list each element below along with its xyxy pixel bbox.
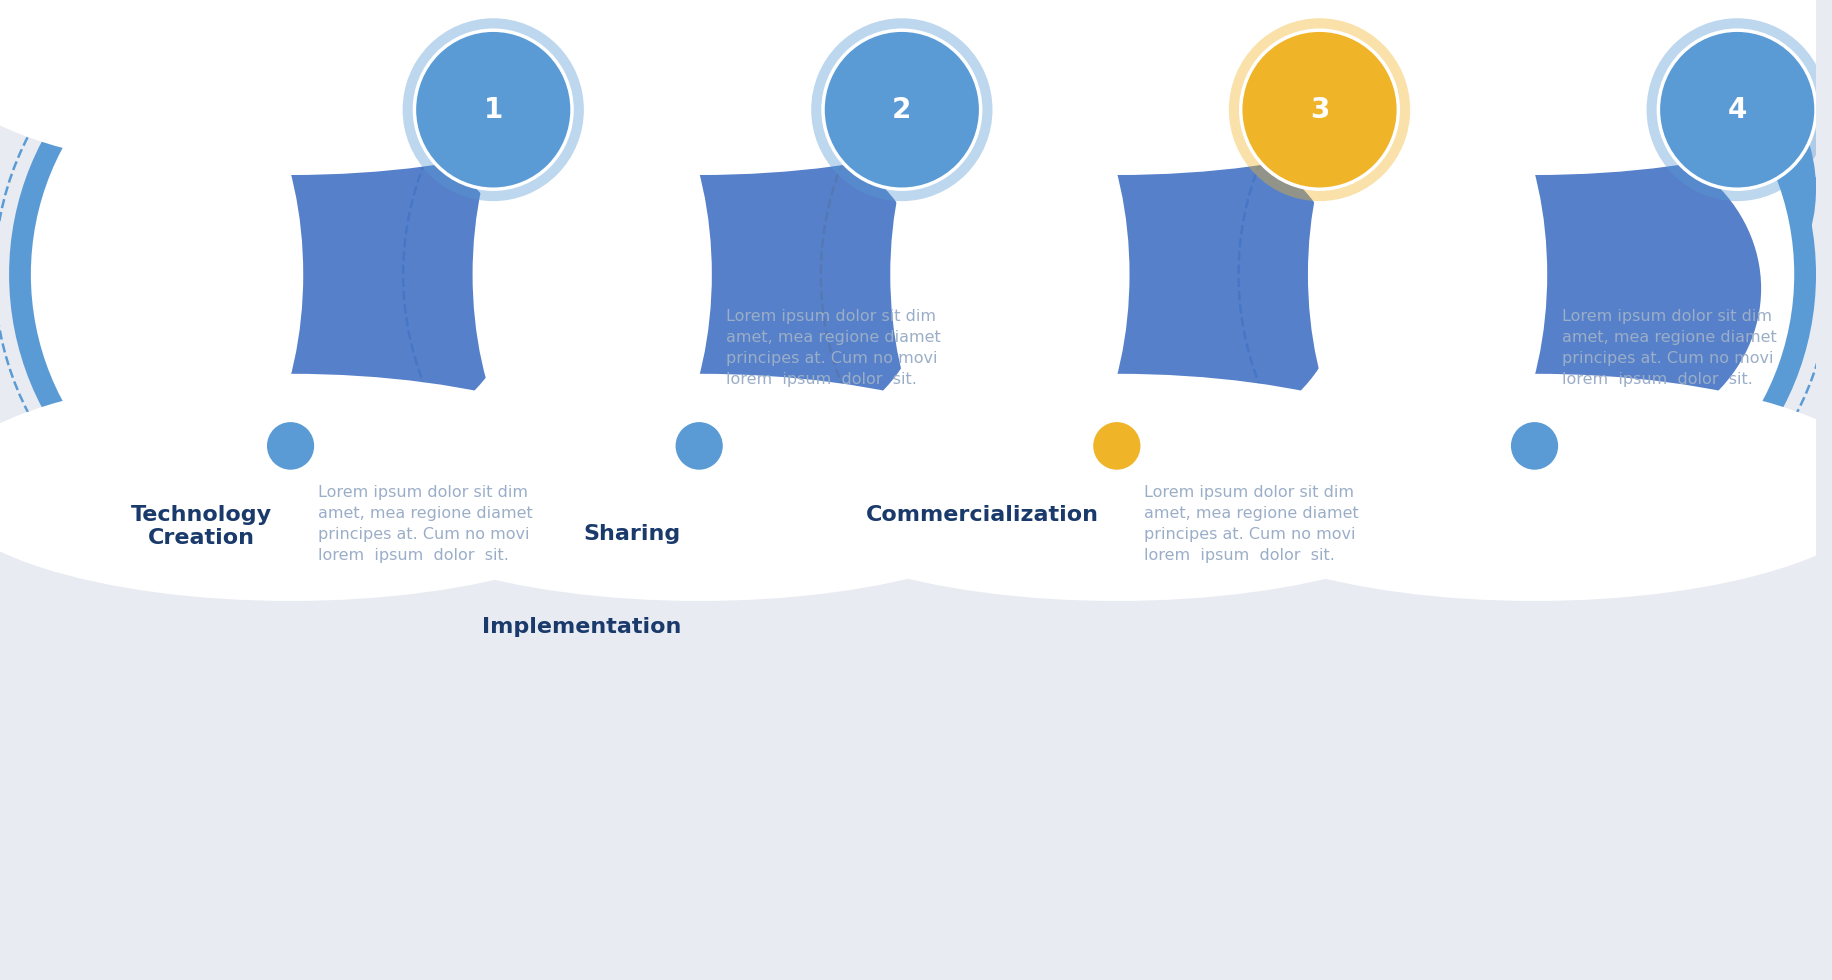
Ellipse shape [1064,394,1169,498]
Ellipse shape [1253,0,1816,559]
Text: 4: 4 [1728,96,1748,123]
Ellipse shape [348,0,1052,175]
Ellipse shape [64,47,304,502]
Ellipse shape [1088,33,1398,345]
Ellipse shape [671,33,980,345]
Ellipse shape [267,422,313,469]
Text: Lorem ipsum dolor sit dim
amet, mea regione diamet
principes at. Cum no movi
lor: Lorem ipsum dolor sit dim amet, mea regi… [317,485,533,564]
Text: 2: 2 [892,96,912,123]
Ellipse shape [647,394,751,498]
Ellipse shape [31,11,550,538]
Ellipse shape [0,0,643,175]
Ellipse shape [835,0,1398,559]
Ellipse shape [1240,30,1398,189]
Ellipse shape [1275,11,1794,538]
Ellipse shape [418,0,980,559]
Ellipse shape [1094,422,1141,469]
Ellipse shape [1658,30,1816,189]
Text: Commercialization: Commercialization [867,505,1099,524]
Ellipse shape [9,0,572,559]
Ellipse shape [1409,132,1761,445]
Text: 3: 3 [1310,96,1330,123]
Ellipse shape [440,11,958,538]
Ellipse shape [812,19,993,201]
Ellipse shape [1506,33,1816,345]
Ellipse shape [414,30,572,189]
Ellipse shape [857,11,1376,538]
Ellipse shape [823,30,980,189]
Ellipse shape [1183,0,1832,175]
Ellipse shape [1482,394,1587,498]
Ellipse shape [473,47,713,502]
Ellipse shape [573,132,925,445]
Text: Technology
Creation: Technology Creation [132,505,273,548]
Ellipse shape [1183,373,1832,601]
Text: Lorem ipsum dolor sit dim
amet, mea regione diamet
principes at. Cum no movi
lor: Lorem ipsum dolor sit dim amet, mea regi… [1145,485,1359,564]
Text: Sharing: Sharing [584,524,682,544]
Ellipse shape [1229,19,1411,201]
Ellipse shape [238,394,343,498]
Ellipse shape [1511,422,1559,469]
Ellipse shape [766,0,1469,175]
Text: Lorem ipsum dolor sit dim
amet, mea regione diamet
principes at. Cum no movi
lor: Lorem ipsum dolor sit dim amet, mea regi… [727,309,942,387]
Ellipse shape [348,373,1052,601]
Text: Lorem ipsum dolor sit dim
amet, mea regione diamet
principes at. Cum no movi
lor: Lorem ipsum dolor sit dim amet, mea regi… [1561,309,1777,387]
Ellipse shape [165,132,517,445]
Ellipse shape [1308,47,1548,502]
Ellipse shape [676,422,724,469]
Text: Implementation: Implementation [482,617,682,637]
Ellipse shape [0,373,643,601]
Ellipse shape [262,33,572,345]
Ellipse shape [766,373,1469,601]
Ellipse shape [991,132,1343,445]
Text: 1: 1 [484,96,502,123]
Ellipse shape [890,47,1130,502]
Ellipse shape [403,19,584,201]
Ellipse shape [1647,19,1828,201]
